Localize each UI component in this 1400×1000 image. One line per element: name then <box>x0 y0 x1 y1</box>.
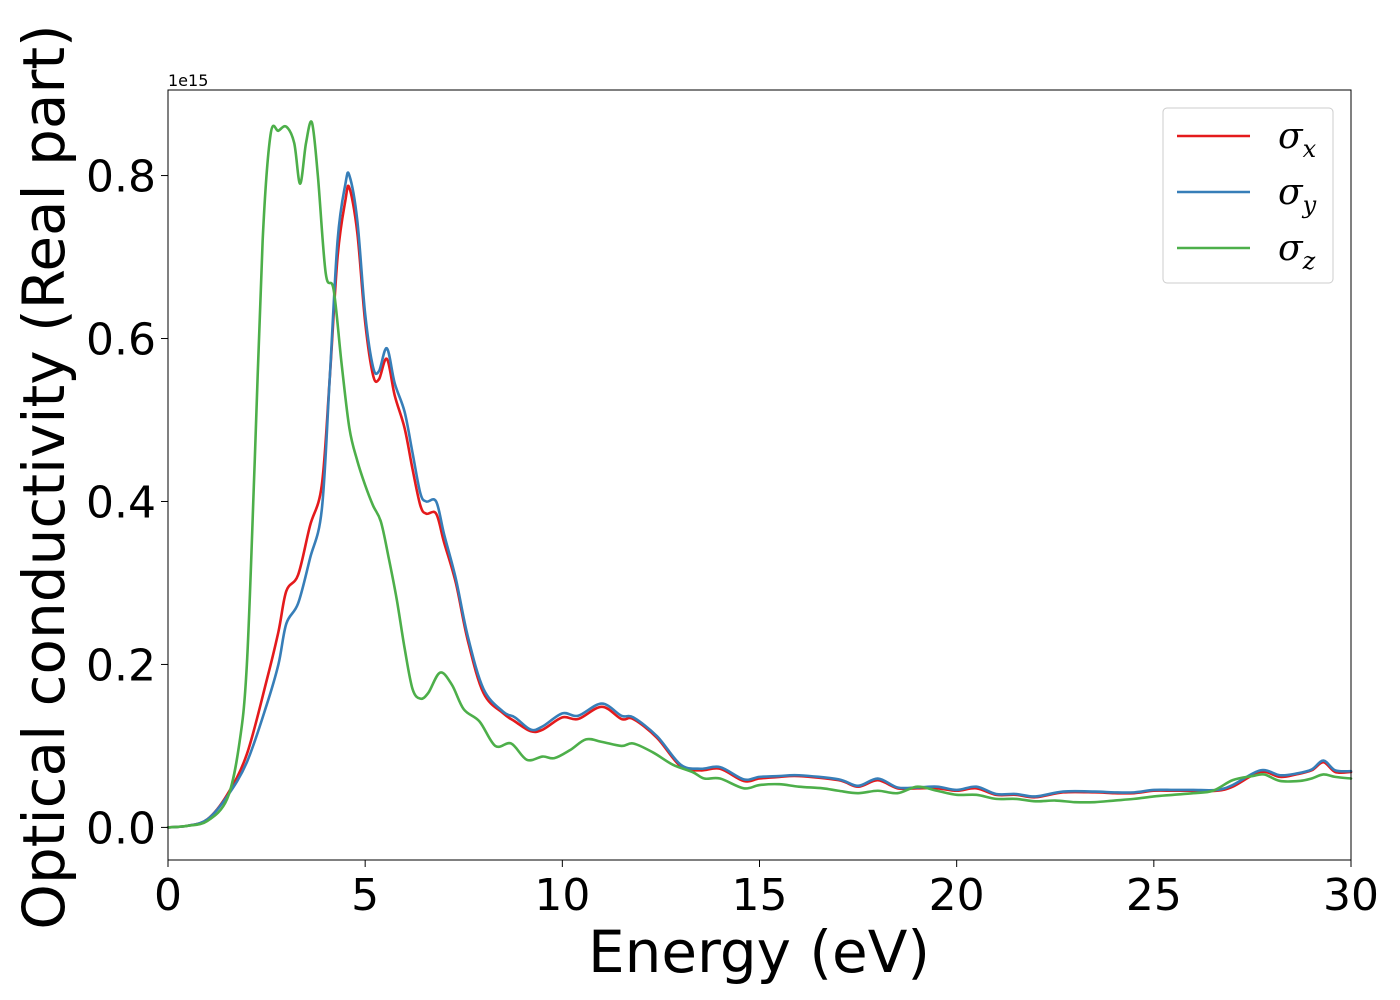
y-offset-text: 1e15 <box>168 71 208 90</box>
y-tick-label: 0.4 <box>86 477 156 528</box>
x-tick-label: 20 <box>929 870 985 921</box>
series-line-z <box>166 120 1353 829</box>
x-tick-label: 10 <box>534 870 590 921</box>
y-tick-label: 0.2 <box>86 640 156 691</box>
series-line-y <box>166 171 1353 829</box>
x-tick-label: 30 <box>1323 870 1379 921</box>
x-tick-label: 15 <box>732 870 788 921</box>
y-axis-title: Optical conductivity (Real part) <box>10 24 78 929</box>
x-axis-title: Energy (eV) <box>588 918 930 986</box>
y-tick-label: 0.6 <box>86 315 156 366</box>
legend-box <box>1162 107 1334 284</box>
y-tick-label: 0.0 <box>86 803 156 854</box>
x-tick-label: 5 <box>351 870 379 921</box>
ticks-layer: 0 5 10 15 20 25 30 0.0 0.2 0.4 0.6 0.8 <box>86 152 1379 921</box>
y-tick-label: 0.8 <box>86 152 156 203</box>
x-tick-label: 25 <box>1126 870 1182 921</box>
x-tick-label: 0 <box>154 870 182 921</box>
series-layer <box>166 120 1353 829</box>
legend-label-x: σx <box>1278 116 1317 163</box>
